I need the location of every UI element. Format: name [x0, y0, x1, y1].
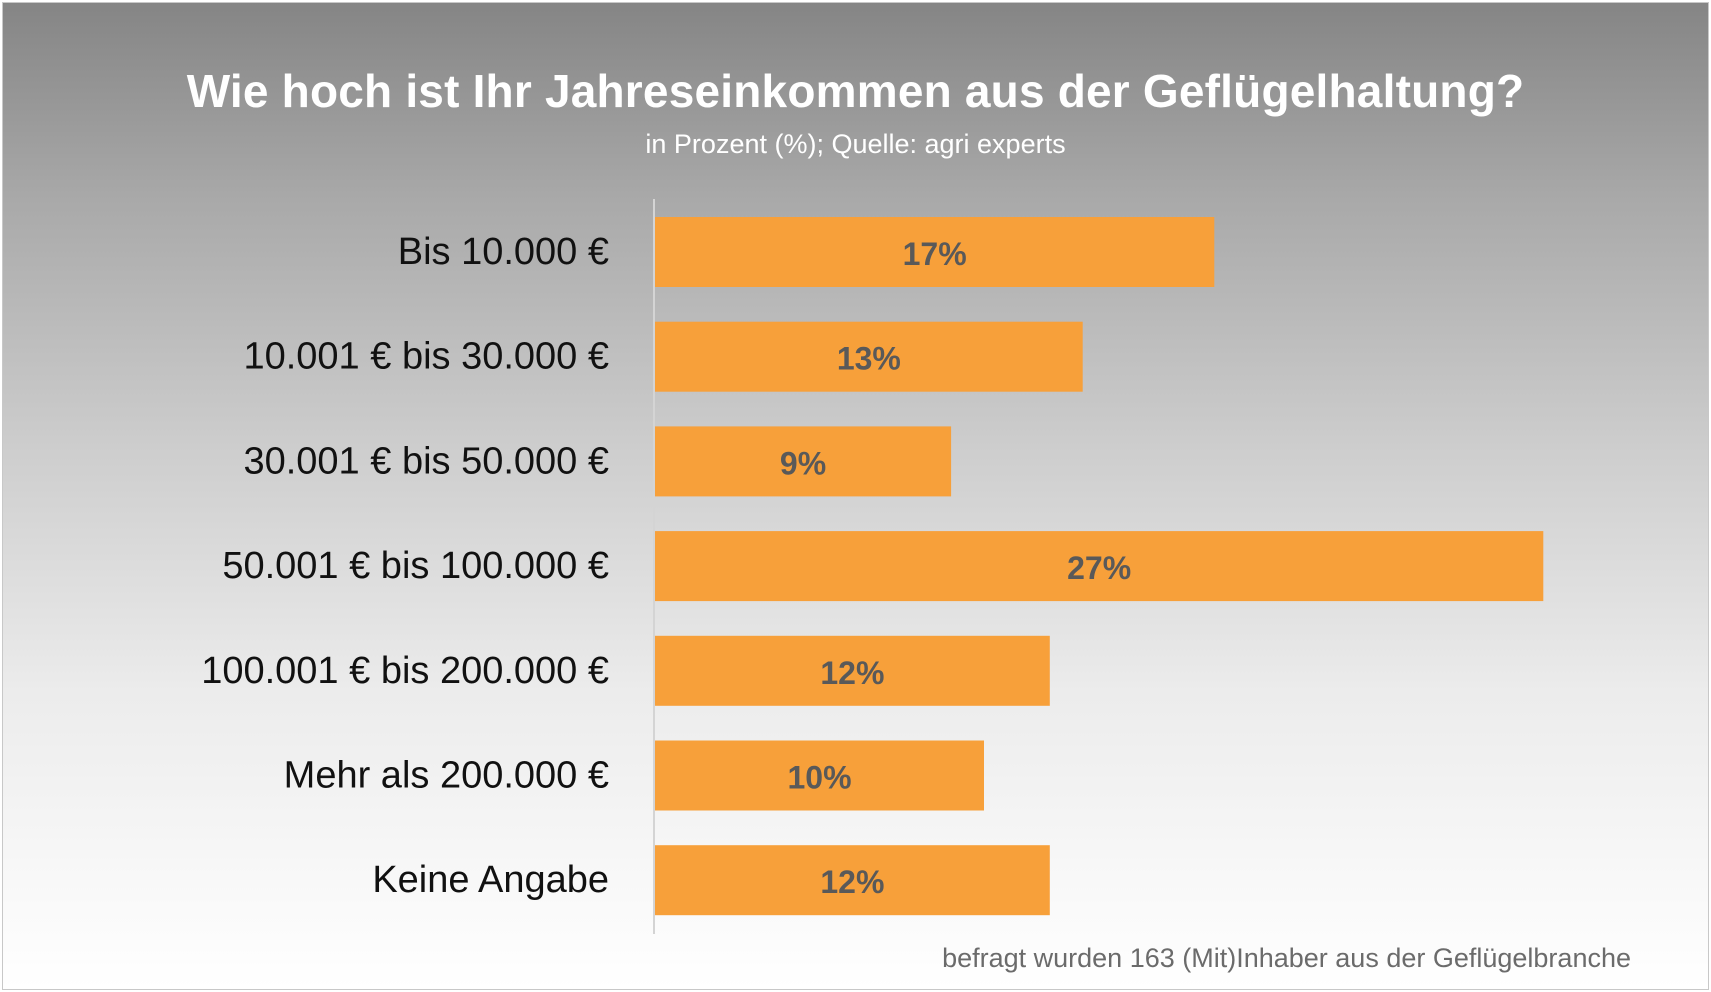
bar [655, 531, 1544, 602]
category-label: 10.001 € bis 30.000 € [243, 336, 609, 378]
bar [655, 845, 1050, 916]
data-label: 13% [837, 341, 901, 377]
chart-title: Wie hoch ist Ihr Jahreseinkommen aus der… [186, 65, 1525, 117]
category-label: 30.001 € bis 50.000 € [243, 440, 609, 482]
chart-subtitle: in Prozent (%); Quelle: agri experts [645, 129, 1066, 159]
category-label: 50.001 € bis 100.000 € [222, 545, 609, 587]
bar [655, 740, 984, 811]
category-label: 100.001 € bis 200.000 € [201, 650, 609, 692]
category-label: Mehr als 200.000 € [284, 755, 609, 797]
chart-footnote: befragt wurden 163 (Mit)Inhaber aus der … [942, 943, 1631, 973]
data-label: 10% [787, 760, 851, 796]
category-label: Keine Angabe [372, 859, 609, 901]
data-label: 9% [780, 445, 826, 481]
bar [655, 321, 1083, 392]
data-label: 12% [820, 655, 884, 691]
category-label: Bis 10.000 € [398, 231, 609, 273]
data-label: 17% [903, 236, 967, 272]
bar [655, 426, 952, 497]
bar [655, 635, 1050, 706]
bar [655, 217, 1215, 287]
data-label: 12% [820, 864, 884, 900]
data-label: 27% [1067, 550, 1131, 586]
